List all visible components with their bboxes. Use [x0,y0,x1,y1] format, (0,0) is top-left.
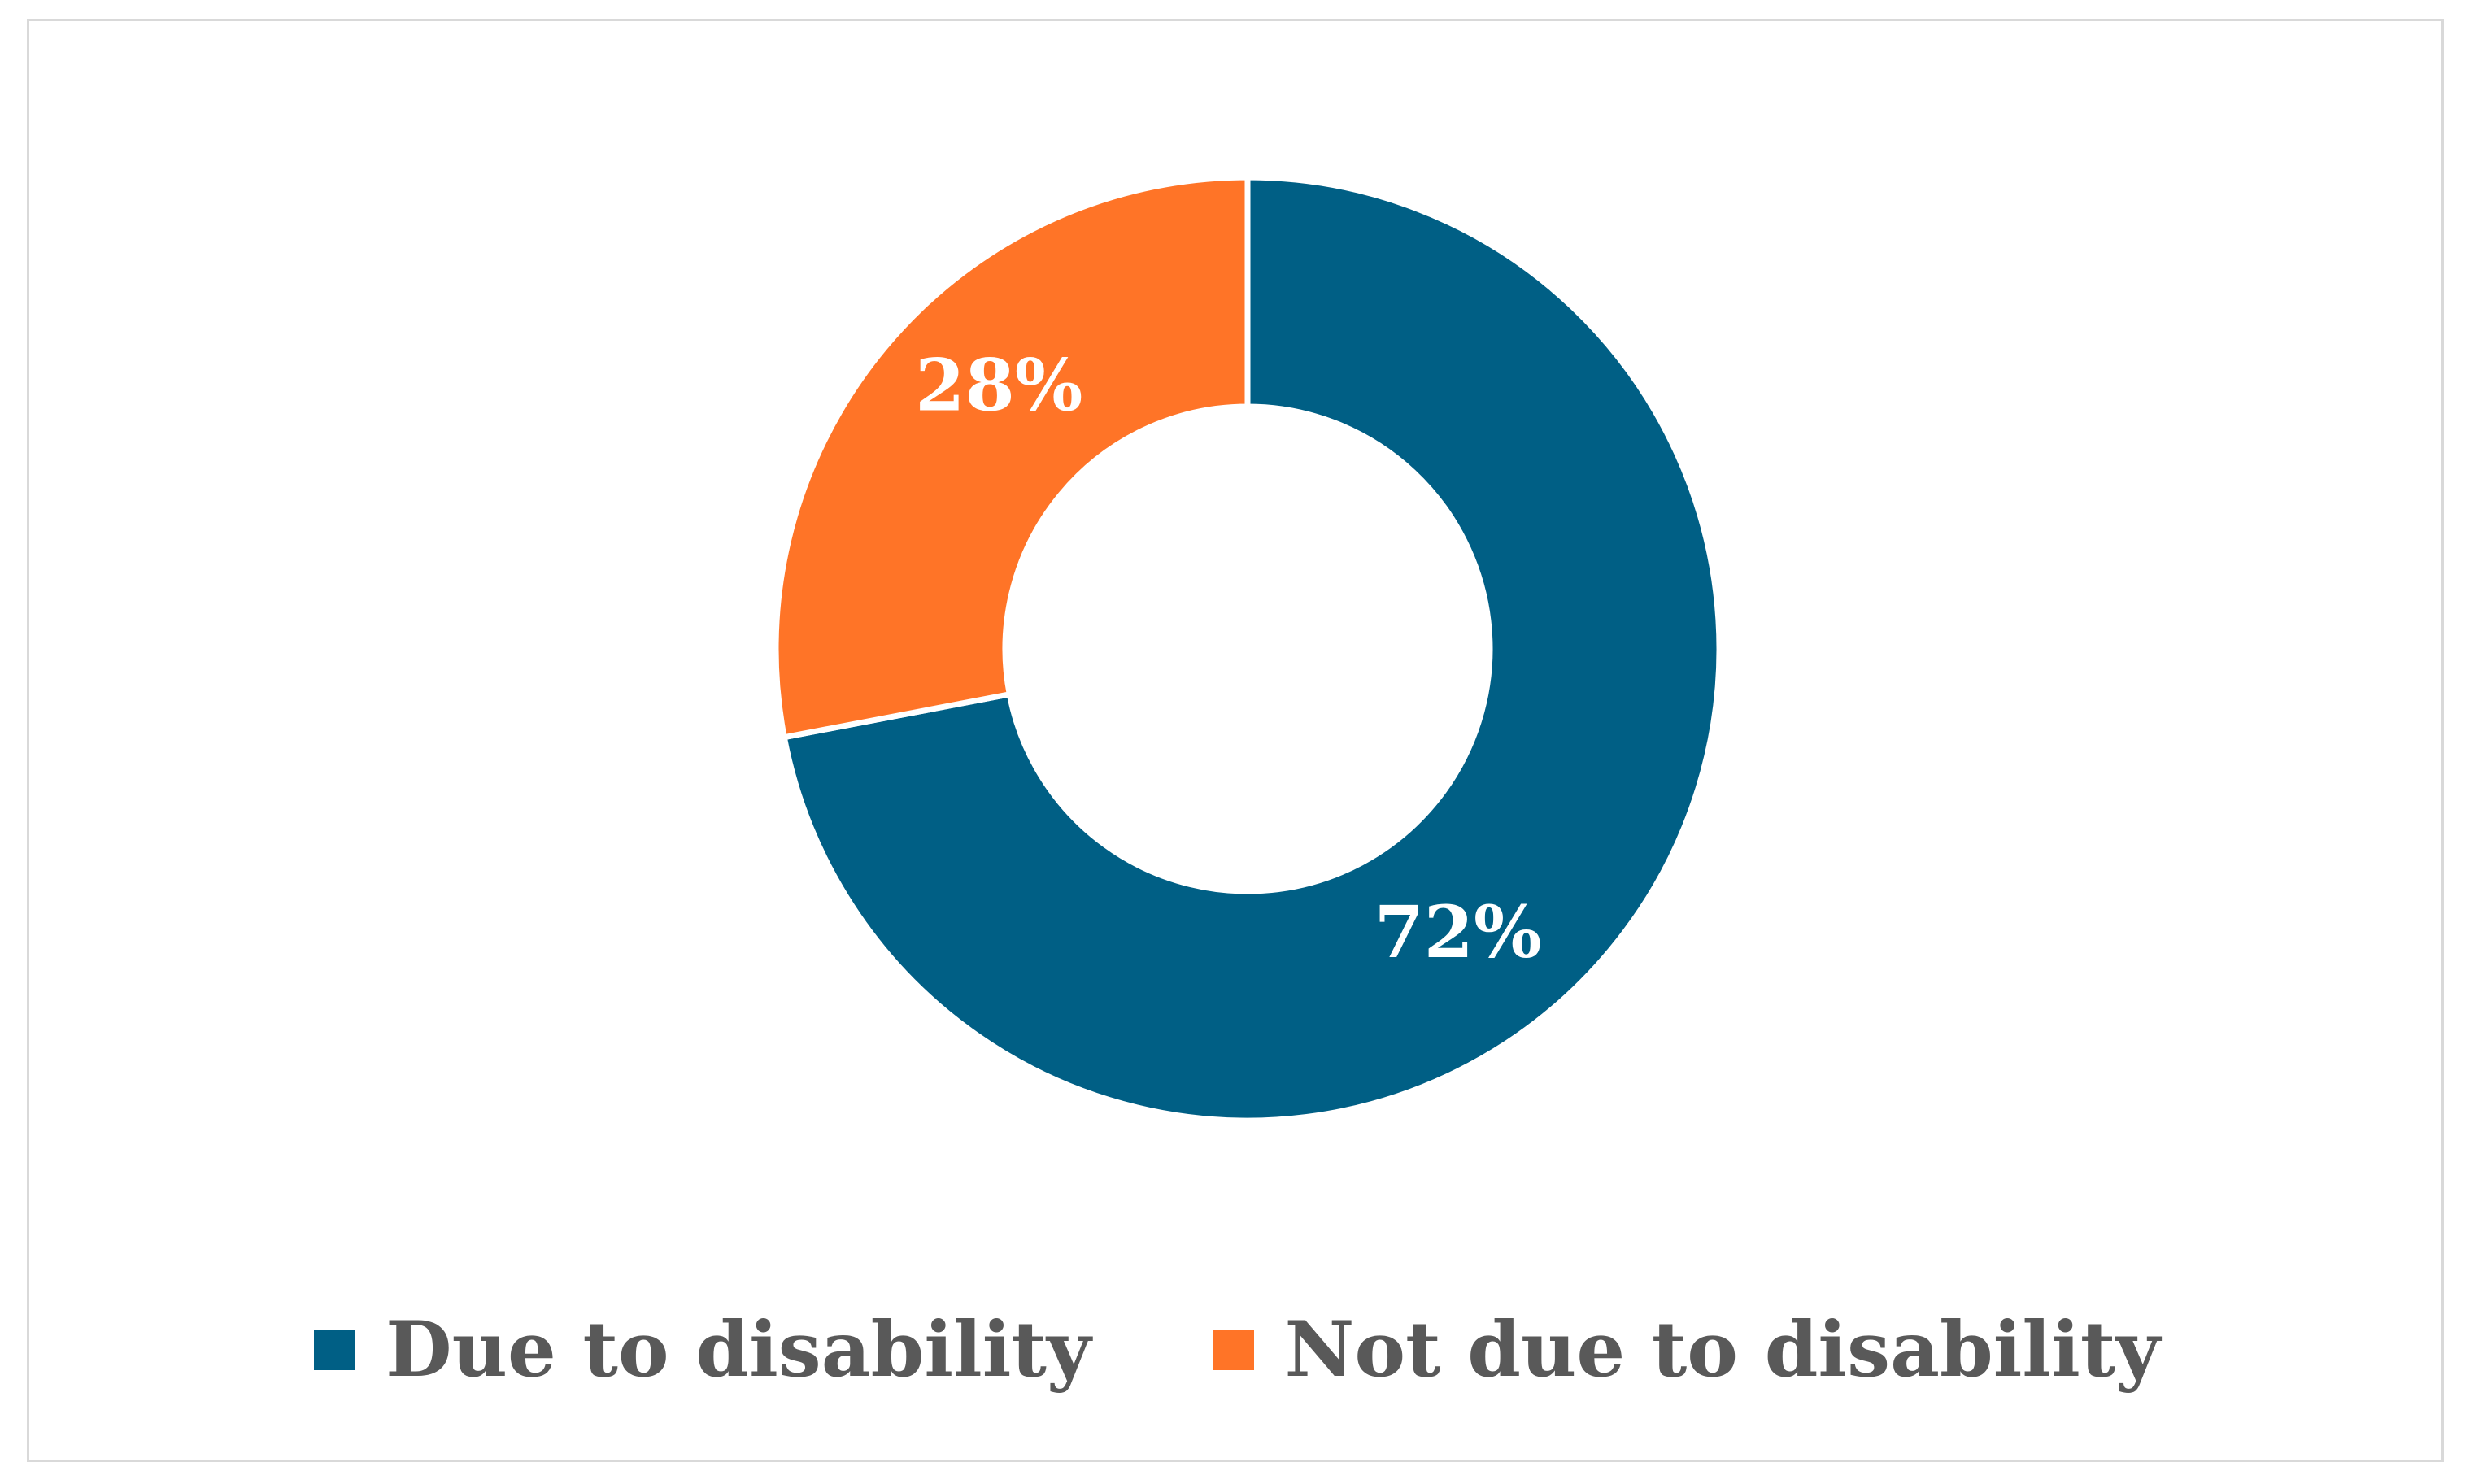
data-label-not-due-to-disability: 28% [915,342,1082,427]
legend-swatch-due-to-disability [314,1330,355,1370]
legend-label-due-to-disability: Due to disability [385,1305,1091,1395]
slice-not-due-to-disability [773,174,1251,741]
legend-item-due-to-disability: Due to disability [314,1305,1091,1395]
slice-due-to-disability [781,174,1723,1124]
legend-item-not-due-to-disability: Not due to disability [1213,1305,2160,1395]
data-label-due-to-disability: 72% [1374,890,1542,974]
legend-swatch-not-due-to-disability [1213,1330,1254,1370]
legend: Due to disability Not due to disability [0,1297,2474,1403]
donut-slices [773,174,1723,1124]
legend-label-not-due-to-disability: Not due to disability [1284,1305,2160,1395]
